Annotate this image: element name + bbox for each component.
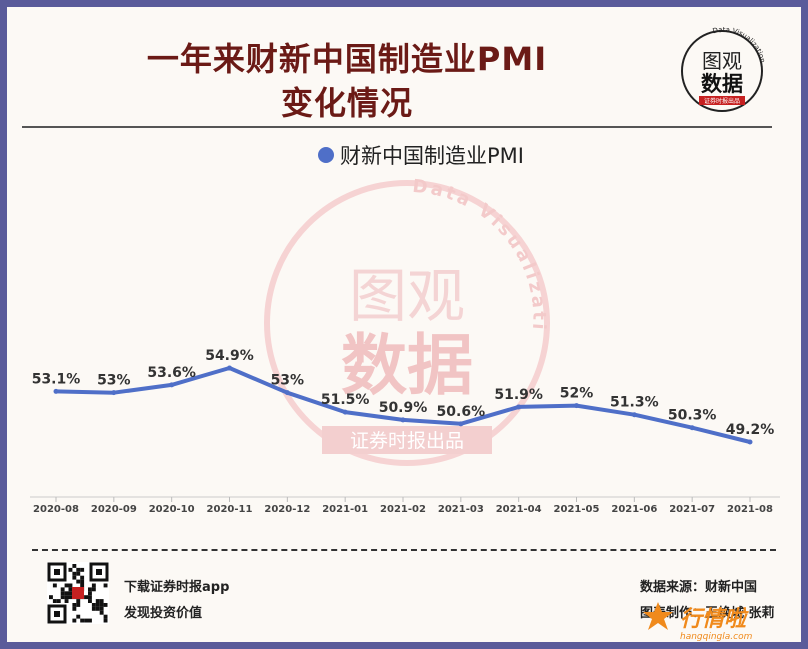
data-point — [169, 382, 175, 388]
data-label: 50.6% — [437, 404, 486, 420]
chart-credit-text: 图表制作：王焕城 张莉 — [640, 606, 775, 621]
data-point — [689, 425, 695, 431]
data-point — [631, 412, 637, 418]
data-point — [747, 439, 753, 445]
tuguan-logo: Data Visualization 图观 数据 证券时报出品 — [681, 26, 767, 112]
data-point — [284, 390, 290, 396]
x-tick-label: 2020-12 — [264, 504, 310, 515]
watermark-line-2: 数据 — [341, 327, 473, 404]
qr-code-icon[interactable] — [47, 562, 109, 624]
data-point — [574, 403, 579, 409]
brand-url: hangqingla.com — [680, 632, 753, 642]
data-point — [111, 390, 117, 396]
data-label: 53% — [271, 373, 305, 389]
x-tick-label: 2021-01 — [322, 504, 368, 515]
line-chart: 2020-08 2020-09 2020-10 2020-11 2020-12 2021-… — [30, 348, 780, 515]
chart-legend: 财新中国制造业PMI — [318, 140, 524, 170]
logo-line-2: 数据 — [701, 72, 743, 96]
x-tick-label: 2020-11 — [207, 504, 253, 515]
data-point — [53, 388, 59, 394]
title-line-2: 变化情况 — [280, 84, 413, 122]
logo-ribbon: 证券时报出品 — [704, 97, 740, 105]
data-point — [342, 409, 348, 415]
data-point — [227, 365, 232, 371]
data-point — [458, 421, 464, 427]
app-slogan-text: 发现投资价值 — [124, 606, 203, 621]
data-label: 49.2% — [726, 422, 775, 438]
data-label: 52% — [560, 386, 594, 402]
data-label: 53.6% — [147, 365, 196, 381]
data-label: 51.9% — [494, 387, 543, 403]
x-tick-label: 2021-06 — [611, 504, 657, 515]
x-tick-label: 2020-08 — [33, 504, 79, 515]
watermark-line-1: 图观 — [349, 262, 465, 330]
data-label: 53.1% — [32, 371, 81, 387]
data-label: 50.9% — [379, 400, 428, 416]
data-source-text: 数据来源：财新中国 — [640, 580, 758, 595]
data-label: 51.3% — [610, 395, 659, 411]
x-tick-label: 2020-10 — [149, 504, 195, 515]
data-label: 50.3% — [668, 408, 717, 424]
x-tick-label: 2021-03 — [438, 504, 484, 515]
legend-label: 财新中国制造业PMI — [340, 144, 524, 168]
watermark: Data Visualization 图观 数据 证券时报出品 — [262, 178, 550, 466]
x-tick-label: 2021-02 — [380, 504, 426, 515]
chart-card: 一年来财新中国制造业PMI 变化情况 — [7, 7, 801, 642]
title-divider — [22, 126, 772, 128]
data-label: 53% — [97, 373, 131, 389]
x-tick-label: 2020-09 — [91, 504, 137, 515]
footer-divider — [32, 549, 776, 551]
chart-title: 一年来财新中国制造业PMI 变化情况 — [47, 37, 647, 125]
hangqingla-brand[interactable]: 行情啦 hangqingla.com — [640, 596, 800, 646]
logo-line-1: 图观 — [702, 49, 742, 73]
title-line-1: 一年来财新中国制造业PMI — [146, 40, 548, 78]
data-point — [516, 404, 522, 410]
app-download-text: 下载证券时报app — [124, 580, 230, 595]
x-tick-label: 2021-04 — [496, 504, 542, 515]
x-tick-label: 2021-07 — [669, 504, 715, 515]
x-tick-label: 2021-08 — [727, 504, 773, 515]
brand-name: 行情啦 — [680, 606, 749, 632]
data-label: 51.5% — [321, 392, 370, 408]
watermark-ribbon: 证券时报出品 — [350, 430, 464, 452]
x-tick-label: 2021-05 — [554, 504, 600, 515]
legend-swatch — [318, 147, 334, 163]
data-point — [400, 417, 406, 423]
data-label: 54.9% — [205, 348, 254, 364]
star-icon — [643, 602, 673, 630]
